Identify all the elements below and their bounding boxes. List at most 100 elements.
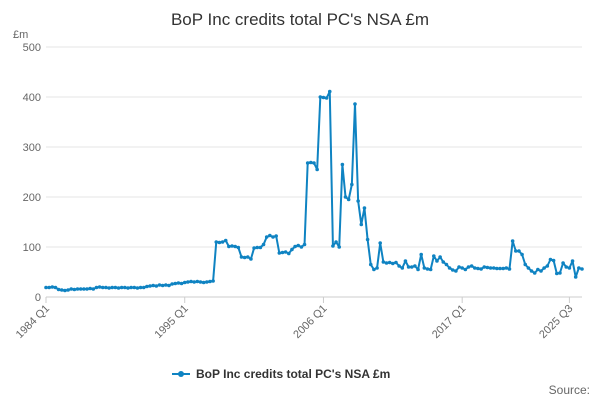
data-point[interactable] [327,89,332,94]
data-point[interactable] [510,239,515,243]
data-point[interactable] [422,266,427,270]
data-point[interactable] [343,195,348,199]
data-point[interactable] [63,288,67,293]
data-point[interactable] [223,238,228,243]
data-point[interactable] [432,254,436,258]
data-point[interactable] [526,266,531,270]
data-point[interactable] [542,266,546,270]
data-point[interactable] [416,267,420,272]
data-point[interactable] [457,265,461,269]
data-point[interactable] [469,264,474,268]
data-point[interactable] [91,287,96,291]
data-point[interactable] [277,251,282,255]
data-point[interactable] [230,244,234,248]
data-point[interactable] [100,285,105,290]
data-point[interactable] [312,161,316,165]
data-point[interactable] [517,249,521,253]
data-point[interactable] [274,234,278,238]
data-point[interactable] [50,285,55,289]
data-point[interactable] [85,287,89,291]
data-point[interactable] [132,285,137,290]
data-point[interactable] [182,280,187,285]
data-point[interactable] [135,286,140,290]
data-point[interactable] [186,280,190,284]
data-point[interactable] [198,280,203,284]
data-point[interactable] [536,267,540,272]
data-point[interactable] [368,262,373,267]
data-point[interactable] [359,222,364,227]
data-point[interactable] [192,280,196,284]
data-point[interactable] [167,283,171,288]
data-point[interactable] [441,260,446,264]
data-point[interactable] [286,251,291,256]
data-point[interactable] [463,267,468,272]
data-point[interactable] [283,250,288,254]
data-point[interactable] [375,266,379,270]
data-point[interactable] [66,288,70,292]
data-point[interactable] [309,160,313,165]
data-point[interactable] [346,197,351,202]
data-point[interactable] [466,265,471,269]
data-point[interactable] [507,267,512,271]
data-point[interactable] [545,264,550,268]
data-point[interactable] [447,266,452,270]
data-point[interactable] [365,237,370,242]
data-point[interactable] [59,288,64,292]
data-point[interactable] [476,266,480,271]
data-point[interactable] [151,283,155,288]
data-point[interactable] [460,266,464,270]
data-point[interactable] [435,259,439,263]
legend[interactable]: BoP Inc credits total PC's NSA £m [172,367,390,381]
data-point[interactable] [227,244,231,249]
source-label[interactable]: Source: [549,383,590,397]
data-point[interactable] [299,245,304,249]
data-point[interactable] [157,283,162,287]
data-point[interactable] [400,266,405,270]
data-point[interactable] [126,286,130,290]
data-point[interactable] [245,255,250,259]
data-point[interactable] [195,279,200,284]
data-point[interactable] [529,269,534,273]
data-point[interactable] [47,285,51,290]
data-point[interactable] [305,161,310,165]
data-point[interactable] [419,252,424,257]
data-point[interactable] [539,269,543,273]
data-point[interactable] [217,240,222,245]
data-point[interactable] [331,244,335,248]
data-point[interactable] [454,269,458,273]
data-point[interactable] [391,261,395,266]
data-point[interactable] [179,281,184,286]
data-point[interactable] [160,283,165,288]
data-point[interactable] [201,280,206,285]
data-point[interactable] [75,287,80,291]
data-point[interactable] [397,264,401,268]
data-point[interactable] [258,245,263,250]
data-point[interactable] [189,279,193,284]
data-point[interactable] [491,266,496,270]
data-point[interactable] [94,285,99,290]
data-point[interactable] [242,255,247,260]
data-point[interactable] [523,262,528,267]
data-point[interactable] [513,249,518,253]
data-point[interactable] [173,281,178,286]
data-point[interactable] [321,95,326,100]
data-point[interactable] [580,267,584,271]
data-point[interactable] [356,199,360,203]
data-point[interactable] [293,244,297,249]
data-point[interactable] [450,268,455,272]
data-point[interactable] [255,245,260,250]
data-point[interactable] [82,287,86,291]
data-point[interactable] [485,265,490,270]
series-line[interactable] [46,90,583,292]
data-point[interactable] [44,285,48,290]
data-point[interactable] [554,271,559,276]
data-point[interactable] [148,284,152,288]
data-point[interactable] [123,285,127,290]
data-point[interactable] [88,286,92,291]
data-point[interactable] [296,243,301,248]
data-point[interactable] [107,286,111,290]
data-point[interactable] [264,235,269,239]
data-point[interactable] [324,96,329,100]
data-point[interactable] [551,258,556,263]
data-point[interactable] [141,285,146,290]
